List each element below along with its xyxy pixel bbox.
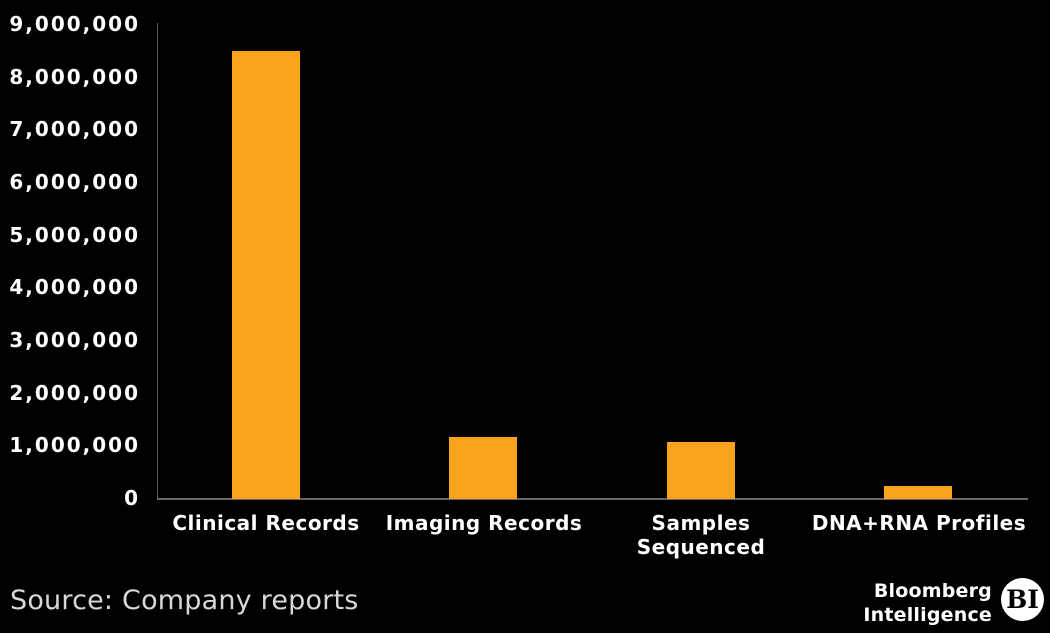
bloomberg-intelligence-logo: Bloomberg Intelligence [863, 579, 992, 627]
y-tick-label-6-000-000: 6,000,000 [9, 170, 140, 194]
brand-line-2: Intelligence [863, 604, 992, 626]
y-tick-label-9-000-000: 9,000,000 [9, 12, 140, 36]
bar-dna-rna-profiles [884, 486, 952, 499]
x-label-dna-rna-profiles: DNA+RNA Profiles [811, 511, 1027, 535]
y-tick-label-2-000-000: 2,000,000 [9, 380, 140, 405]
y-tick-label-5-000-000: 5,000,000 [9, 222, 140, 247]
y-axis-line [157, 23, 158, 499]
y-tick-label-0: 0 [124, 486, 140, 510]
y-tick-label-7-000-000: 7,000,000 [9, 117, 140, 142]
bar-samples-sequenced [667, 442, 735, 499]
bar-imaging-records [449, 437, 517, 499]
x-axis-line [157, 498, 1028, 500]
bi-badge-icon: BI [1001, 578, 1044, 621]
brand-line-1: Bloomberg [873, 580, 992, 602]
source-note: Source: Company reports [10, 585, 359, 616]
bar-clinical-records [232, 51, 300, 499]
x-label-imaging-records: Imaging Records [385, 511, 583, 535]
y-tick-label-3-000-000: 3,000,000 [9, 328, 140, 352]
x-label-samples-sequenced: Samples Sequenced [636, 511, 766, 559]
x-label-clinical-records: Clinical Records [172, 511, 360, 535]
y-tick-label-8-000-000: 8,000,000 [9, 64, 140, 89]
y-tick-label-1-000-000: 1,000,000 [9, 433, 140, 458]
y-tick-label-4-000-000: 4,000,000 [9, 275, 140, 300]
